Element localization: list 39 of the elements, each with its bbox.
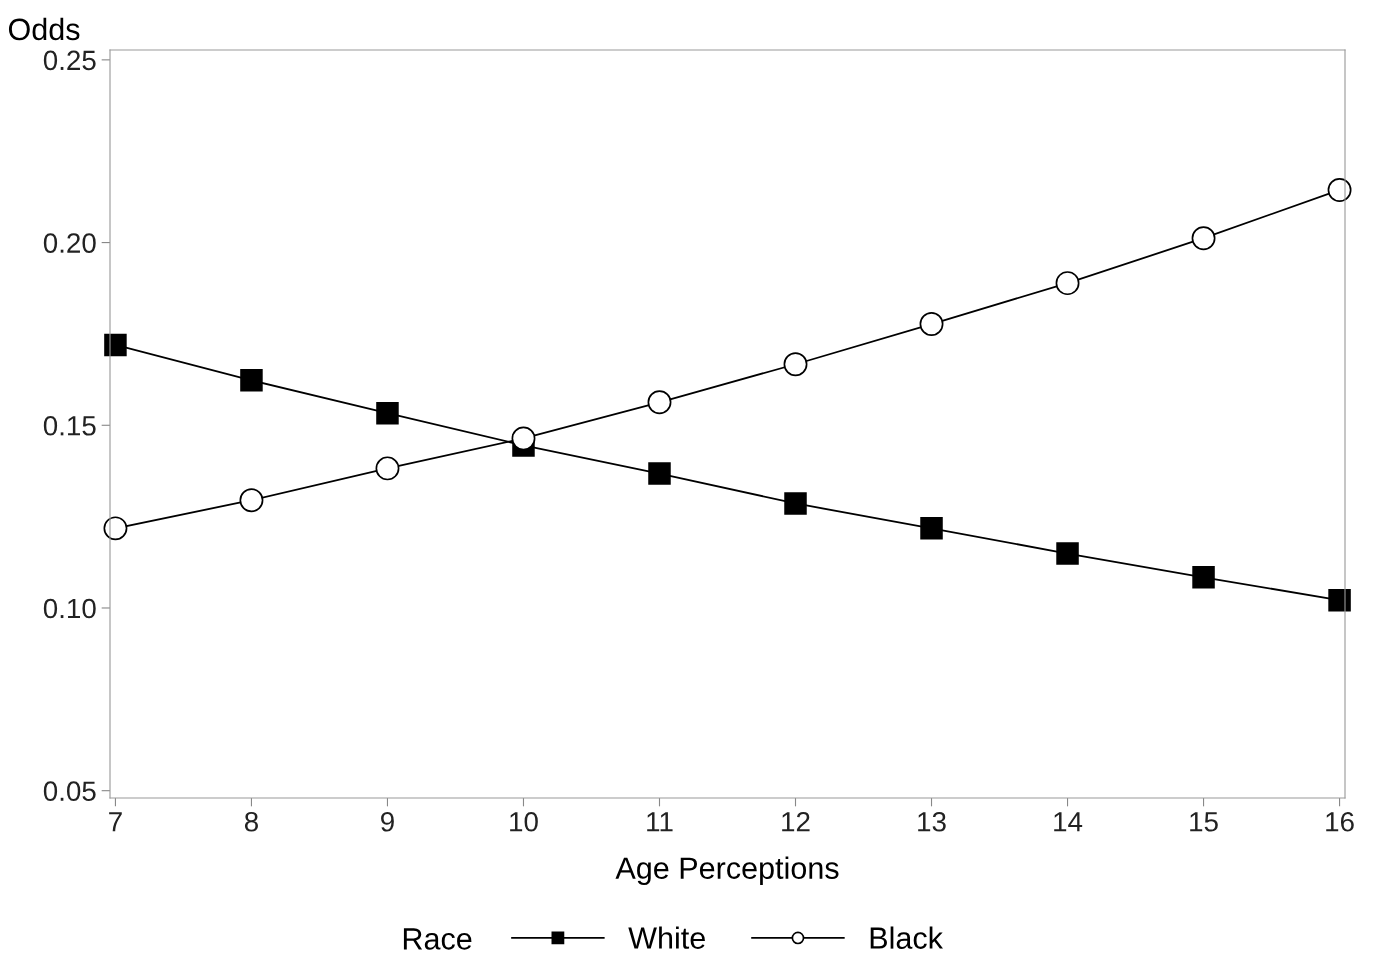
x-tick-label: 10 bbox=[510, 811, 538, 832]
point bbox=[103, 516, 128, 541]
x-tick-label: 12 bbox=[782, 811, 810, 832]
point bbox=[1328, 589, 1351, 612]
y-axis-title: Odds bbox=[8, 17, 80, 41]
point bbox=[919, 312, 944, 337]
point bbox=[104, 333, 127, 357]
point bbox=[648, 462, 671, 485]
y-tick-label: 0.10 bbox=[43, 598, 96, 619]
y-tick-label: 0.15 bbox=[43, 415, 96, 436]
point bbox=[1056, 542, 1079, 565]
point bbox=[1327, 178, 1352, 202]
x-tick-label: 15 bbox=[1190, 812, 1218, 832]
y-tick-label: 0.20 bbox=[43, 233, 96, 253]
x-tick-label: 7 bbox=[109, 812, 122, 832]
x-axis-title: Age Perceptions bbox=[615, 856, 839, 886]
y-tick-label: 0.05 bbox=[43, 781, 96, 802]
point bbox=[784, 492, 807, 515]
point bbox=[240, 369, 263, 392]
point bbox=[1191, 226, 1216, 251]
point bbox=[511, 426, 536, 451]
legend-label: White bbox=[628, 926, 705, 949]
point bbox=[376, 401, 399, 425]
x-tick-label: 9 bbox=[381, 811, 394, 832]
x-tick-label: 8 bbox=[244, 811, 258, 832]
x-tick-label: 13 bbox=[918, 811, 946, 832]
point bbox=[783, 352, 808, 377]
point bbox=[920, 517, 943, 540]
x-tick-label: 16 bbox=[1326, 811, 1354, 832]
y-tick-label: 0.25 bbox=[43, 50, 96, 71]
point bbox=[1192, 566, 1215, 589]
legend-title: Race bbox=[403, 928, 472, 950]
x-tick-label: 11 bbox=[647, 812, 673, 832]
point bbox=[375, 456, 400, 481]
point bbox=[1055, 271, 1080, 296]
point bbox=[239, 488, 264, 513]
legend-label: Black bbox=[870, 926, 943, 949]
x-tick-label: 14 bbox=[1054, 812, 1083, 832]
point bbox=[647, 390, 672, 415]
